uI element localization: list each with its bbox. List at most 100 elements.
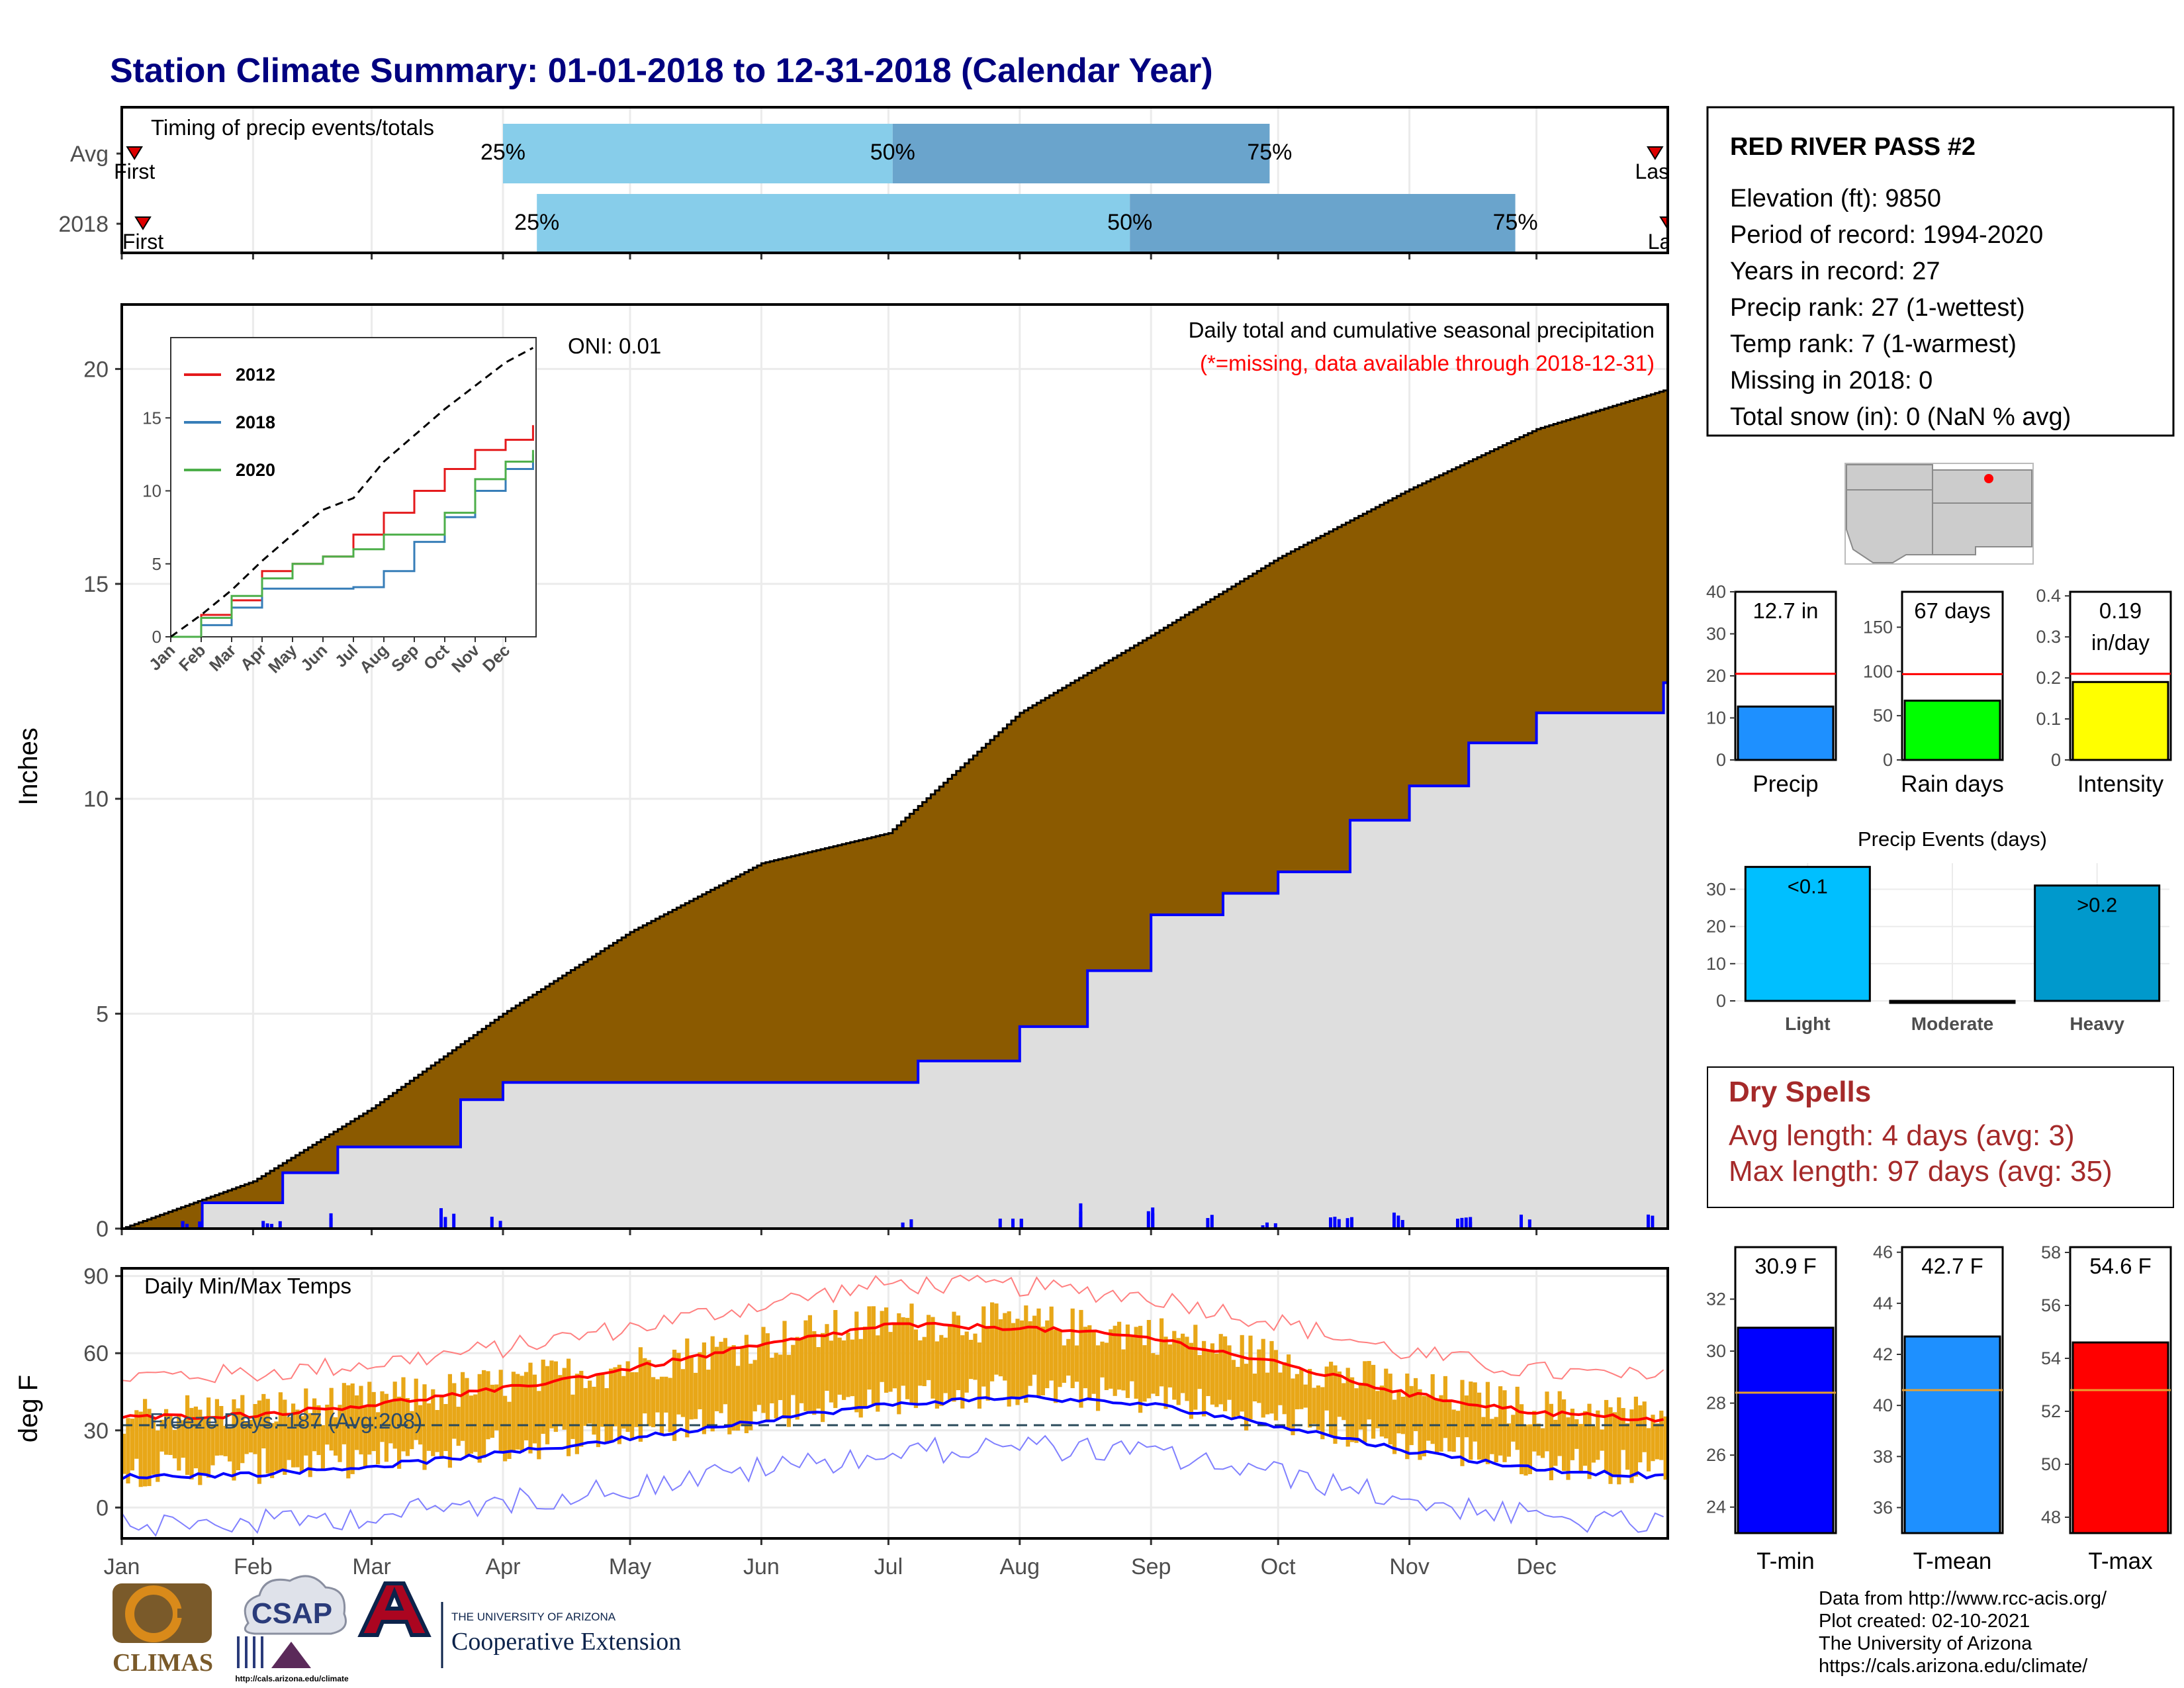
daily-temp-range <box>456 1407 461 1446</box>
daily-precip-bar <box>270 1223 273 1229</box>
daily-temp-range <box>316 1405 321 1456</box>
daily-temp-range <box>1015 1319 1020 1405</box>
daily-temp-range <box>367 1382 372 1455</box>
month-label: Jan <box>104 1554 140 1579</box>
daily-temp-range <box>541 1359 545 1434</box>
daily-temp-range <box>287 1417 291 1460</box>
daily-temp-range <box>1218 1334 1223 1405</box>
daily-precip-bar <box>1647 1214 1650 1229</box>
daily-temp-range <box>1040 1327 1045 1395</box>
station-info-line: Period of record: 1994-2020 <box>1730 221 2043 249</box>
inset-y-tick-label: 0 <box>152 627 161 647</box>
daily-temp-range <box>1227 1345 1232 1400</box>
daily-precip-bar <box>1337 1219 1341 1229</box>
event-tick-label: 0 <box>1716 991 1726 1011</box>
daily-temp-range <box>647 1360 651 1427</box>
gauge-bar <box>1903 699 2001 761</box>
daily-temp-range <box>740 1346 745 1427</box>
daily-temp-range <box>1485 1382 1490 1464</box>
daily-temp-range <box>757 1344 762 1405</box>
daily-temp-range <box>232 1399 236 1481</box>
daily-temp-range <box>1388 1374 1392 1445</box>
month-label: Nov <box>1389 1554 1429 1579</box>
daily-temp-range <box>1655 1423 1659 1460</box>
daily-temp-range <box>486 1371 490 1440</box>
station-info-line: Temp rank: 7 (1-warmest) <box>1730 330 2017 358</box>
daily-temp-range <box>731 1345 736 1431</box>
daily-temp-range <box>498 1370 503 1452</box>
daily-temp-range <box>1079 1309 1083 1408</box>
daily-temp-range <box>380 1391 385 1442</box>
daily-precip-bar <box>329 1217 333 1229</box>
daily-temp-range <box>1490 1419 1494 1454</box>
daily-temp-range <box>1524 1425 1528 1476</box>
record-max-line <box>121 1274 1664 1383</box>
daily-temp-range <box>812 1331 817 1415</box>
inset-y-tick-label: 5 <box>152 554 161 574</box>
daily-temp-range <box>1642 1401 1647 1452</box>
y-tick-label: 90 <box>83 1264 109 1289</box>
daily-temp-range <box>901 1317 905 1386</box>
daily-temp-range <box>897 1313 901 1415</box>
daily-temp-range <box>1181 1333 1185 1393</box>
daily-temp-range <box>1189 1342 1193 1419</box>
daily-temp-range <box>219 1406 224 1456</box>
first-marker <box>126 146 143 160</box>
daily-temp-range <box>1515 1386 1520 1450</box>
daily-temp-range <box>283 1399 287 1475</box>
daily-temp-range <box>1075 1345 1079 1382</box>
daily-temp-range <box>736 1366 741 1431</box>
daily-temp-range <box>1557 1391 1562 1456</box>
month-label: Feb <box>234 1554 273 1579</box>
daily-precip-bar <box>1400 1219 1404 1229</box>
gauge-tick-label: 0.4 <box>2036 586 2061 606</box>
y-tick-label: 30 <box>83 1419 109 1444</box>
daily-temp-range <box>304 1388 308 1456</box>
daily-temp-range <box>1329 1362 1334 1436</box>
quartile-label: 75% <box>1247 140 1292 165</box>
daily-temp-range <box>439 1395 444 1458</box>
daily-temp-range <box>359 1385 363 1455</box>
y-tick-label: 10 <box>83 787 109 812</box>
daily-temp-range <box>765 1333 770 1422</box>
daily-temp-range <box>1625 1423 1630 1470</box>
dry-spells-avg: Avg length: 4 days (avg: 3) <box>1729 1119 2075 1152</box>
daily-temp-range <box>960 1335 965 1409</box>
record-min-line <box>121 1434 1664 1537</box>
daily-temp-range <box>1392 1399 1397 1454</box>
daily-temp-range <box>850 1339 854 1397</box>
daily-temp-range <box>625 1361 630 1432</box>
daily-temp-range <box>592 1386 596 1435</box>
daily-temp-range <box>177 1414 181 1471</box>
daily-temp-range <box>1358 1383 1363 1430</box>
daily-temp-range <box>1477 1392 1482 1460</box>
daily-temp-range <box>1439 1395 1443 1452</box>
daily-temp-range <box>1549 1403 1553 1481</box>
oni-label: ONI: 0.01 <box>568 334 661 358</box>
daily-temp-range <box>1091 1331 1096 1394</box>
daily-temp-range <box>511 1372 516 1453</box>
daily-temp-range <box>588 1380 592 1424</box>
daily-temp-range <box>939 1335 944 1407</box>
daily-temp-range <box>1430 1374 1435 1444</box>
daily-temp-range <box>435 1410 439 1452</box>
daily-temp-range <box>376 1412 381 1465</box>
daily-temp-range <box>977 1342 981 1409</box>
legend-label: 2018 <box>236 412 275 432</box>
month-label: Jul <box>874 1554 903 1579</box>
daily-temp-range <box>1600 1429 1604 1451</box>
daily-temp-range <box>1142 1345 1147 1402</box>
gauge-tick-label: 54 <box>2041 1348 2061 1368</box>
daily-temp-range <box>1138 1325 1143 1413</box>
daily-temp-range <box>1591 1426 1596 1463</box>
daily-temp-range <box>1663 1416 1668 1480</box>
daily-temp-range <box>1435 1399 1439 1455</box>
daily-temp-range <box>193 1406 198 1469</box>
daily-temp-range <box>825 1324 829 1391</box>
precip-gauges: 12.7 in 0 10 20 30 40 Precip 67 days 0 50 100 150 Ra… <box>1706 582 2172 797</box>
daily-temp-range <box>1265 1372 1270 1415</box>
inset-series-line <box>171 449 534 638</box>
daily-temp-range <box>1308 1368 1312 1428</box>
daily-temp-range <box>1324 1366 1329 1411</box>
